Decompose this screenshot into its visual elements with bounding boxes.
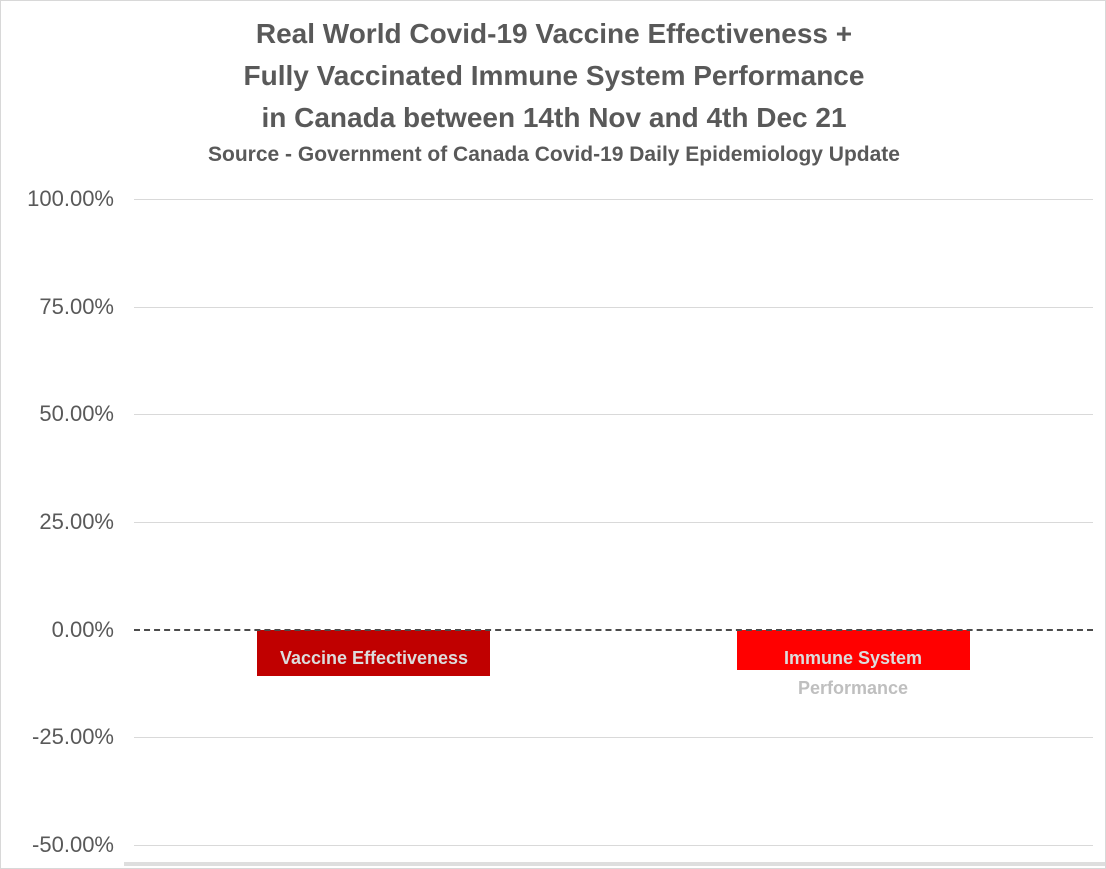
y-axis-tick-label: -50.00%: [32, 832, 114, 857]
y-axis-tick-label: 50.00%: [39, 401, 114, 426]
gridline: [134, 845, 1093, 846]
y-axis-tick-label: 75.00%: [39, 294, 114, 319]
gridline: [134, 199, 1093, 200]
bar-1: [257, 630, 490, 676]
chart-title-line-2: Fully Vaccinated Immune System Performan…: [243, 60, 865, 91]
gridline: [134, 414, 1093, 415]
chart-title: Real World Covid-19 Vaccine Effectivenes…: [8, 13, 1100, 168]
chart-title-line-3: in Canada between 14th Nov and 4th Dec 2…: [261, 102, 847, 133]
chart-title-line-1: Real World Covid-19 Vaccine Effectivenes…: [255, 18, 853, 49]
gridline: [134, 307, 1093, 308]
bar-2: [737, 630, 970, 670]
category-label-2: Immune System Performance: [693, 643, 1013, 703]
y-axis-tick-label: -25.00%: [32, 724, 114, 749]
bottom-divider: [124, 862, 1105, 866]
zero-axis-line: [134, 629, 1093, 631]
category-label-line: Performance: [797, 678, 909, 698]
category-label-line: Immune System: [783, 648, 923, 668]
gridline: [134, 737, 1093, 738]
chart-subtitle: Source - Government of Canada Covid-19 D…: [208, 143, 900, 166]
y-axis-tick-label: 100.00%: [27, 186, 114, 211]
gridline: [134, 522, 1093, 523]
category-label-1: Vaccine Effectiveness: [214, 643, 534, 673]
y-axis-tick-label: 0.00%: [51, 617, 114, 642]
y-axis-tick-label: 25.00%: [39, 509, 114, 534]
category-label-line: Vaccine Effectiveness: [279, 648, 469, 668]
